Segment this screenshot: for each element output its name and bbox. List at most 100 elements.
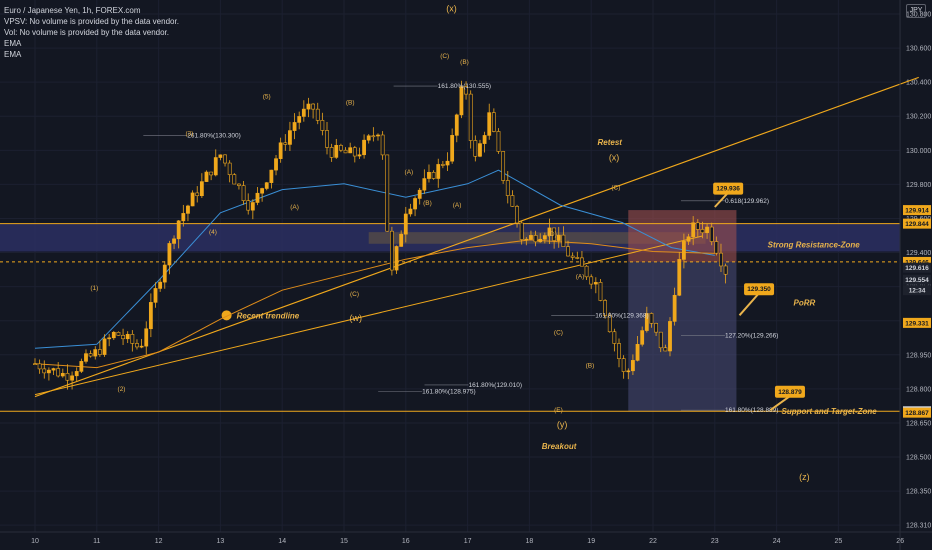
candle-body xyxy=(320,120,325,131)
candle-body xyxy=(640,330,645,345)
candle-body xyxy=(79,361,84,372)
callout-box xyxy=(744,283,775,296)
legend-vol: Vol: No volume is provided by the data v… xyxy=(4,28,169,37)
candle-body xyxy=(176,220,181,240)
fib-level-label: 161.80%(129.368) xyxy=(595,313,649,320)
candle-body xyxy=(255,192,260,203)
legend-vpsv: VPSV: No volume is provided by the data … xyxy=(4,17,179,26)
candle-body xyxy=(459,86,464,116)
candle-body xyxy=(167,243,172,266)
wave-label: (A) xyxy=(405,169,414,176)
wave-label: (x) xyxy=(609,153,620,163)
candle-body xyxy=(478,143,482,157)
candle-body xyxy=(515,206,519,224)
price-scale-badge xyxy=(903,256,931,267)
candle-body xyxy=(352,147,357,157)
candle-body xyxy=(547,227,552,236)
candles xyxy=(33,80,728,390)
callout-box xyxy=(774,385,805,398)
wave-label: (A) xyxy=(576,274,585,281)
candle-body xyxy=(598,282,603,301)
candle-body xyxy=(561,234,566,247)
candle-body xyxy=(505,180,510,196)
candle-body xyxy=(589,276,594,285)
candle-body xyxy=(65,373,70,381)
wave-label: (D) xyxy=(548,231,557,238)
wave-label: (2) xyxy=(118,386,126,393)
candle-body xyxy=(325,130,329,148)
candle-body xyxy=(691,222,696,238)
candle-body xyxy=(144,328,149,347)
candle-body xyxy=(348,147,353,154)
candle-body xyxy=(603,300,608,316)
candle-body xyxy=(644,313,649,331)
candle-body xyxy=(190,192,195,207)
candle-body xyxy=(487,112,492,136)
candle-body xyxy=(445,160,450,166)
candle-body xyxy=(556,234,561,241)
fib-level-label: 261.80%(130.300) xyxy=(187,132,241,139)
y-tick-label: 130.000 xyxy=(906,148,931,155)
candle-body xyxy=(334,145,339,158)
candle-body xyxy=(593,282,598,285)
candle-body xyxy=(250,202,255,211)
candle-body xyxy=(223,154,227,164)
candle-body xyxy=(719,252,723,267)
wave-label: (3) xyxy=(186,130,194,137)
y-tick-label: 128.800 xyxy=(906,386,931,393)
legend-ema-2: EMA xyxy=(4,50,22,59)
candle-body xyxy=(450,135,455,162)
currency-badge[interactable]: JPY xyxy=(906,4,926,18)
candle-body xyxy=(274,158,278,171)
candle-body xyxy=(135,343,139,348)
candle-body xyxy=(125,334,130,340)
candle-body xyxy=(283,142,288,145)
candle-body xyxy=(97,349,102,355)
candle-body xyxy=(607,315,612,333)
wave-label: (C) xyxy=(350,291,359,298)
wave-label: (x) xyxy=(446,4,457,14)
y-tick-label: 128.350 xyxy=(906,489,931,496)
wave-label: (y) xyxy=(557,420,568,430)
y-tick-label: 128.950 xyxy=(906,352,931,359)
x-tick-label: 13 xyxy=(217,538,225,545)
candle-body xyxy=(37,363,42,370)
candle-body xyxy=(148,302,153,330)
candle-body xyxy=(209,171,214,176)
candle-body xyxy=(288,130,292,145)
candle-body xyxy=(56,368,61,377)
recent-trendline xyxy=(34,235,703,396)
candle-body xyxy=(501,151,506,181)
candle-body xyxy=(88,353,93,357)
candle-body xyxy=(181,213,186,222)
candle-body xyxy=(617,343,621,359)
wave-label: (C) xyxy=(440,53,449,60)
candle-body xyxy=(47,369,51,374)
short-position-target xyxy=(628,261,737,412)
candle-body xyxy=(292,122,297,131)
candle-body xyxy=(130,334,135,344)
candle-body xyxy=(42,368,47,374)
legend-ema-1: EMA xyxy=(4,39,22,48)
candle-body xyxy=(626,370,631,373)
chart-legend: Euro / Japanese Yen, 1h, FOREX.com VPSV:… xyxy=(4,5,179,60)
candle-body xyxy=(668,321,672,352)
candle-body xyxy=(705,226,709,234)
x-tick-label: 25 xyxy=(835,538,843,545)
candle-body xyxy=(153,288,158,303)
candle-body xyxy=(311,103,316,110)
price-scale-badge-label: 12:34 xyxy=(909,288,926,295)
candle-body xyxy=(241,185,246,201)
candle-body xyxy=(552,227,557,241)
candle-body xyxy=(482,135,487,144)
fib-level-label: 161.80%(129.010) xyxy=(469,382,523,389)
candle-body xyxy=(246,200,251,211)
upper-trendline xyxy=(34,76,919,398)
candle-body xyxy=(385,154,390,232)
candle-body xyxy=(297,116,302,123)
y-tick-label: 130.800 xyxy=(906,12,931,19)
candle-body xyxy=(408,208,413,215)
y-tick-label: 129.400 xyxy=(906,250,931,257)
candle-body xyxy=(695,222,700,230)
